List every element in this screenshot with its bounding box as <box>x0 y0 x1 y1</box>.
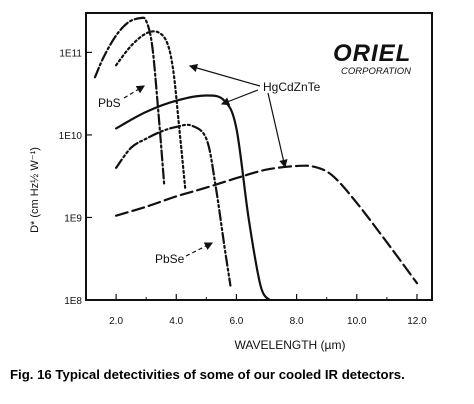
series-line-pbs-dashdot <box>93 16 166 186</box>
plot-frame <box>85 12 433 301</box>
series-line-hgcdznte-dotted <box>115 30 187 191</box>
hgcdznte-arrow-dotted <box>188 63 261 87</box>
logo-subtitle: CORPORATION <box>341 66 411 77</box>
series-line-pbse-dashdotdot <box>115 123 232 287</box>
annotation-pbs: PbS <box>98 96 121 110</box>
y-axis-label: D* (cm Hz½ W⁻¹) <box>29 147 41 233</box>
plot-area <box>85 12 433 301</box>
logo-wordmark: ORIEL <box>333 40 411 67</box>
y-tick-label: 1E8 <box>64 296 82 307</box>
y-tick-label: 1E9 <box>64 213 82 224</box>
x-tick-label: 10.0 <box>347 316 367 327</box>
annotation-layer: PbS PbSe HgCdZnTe <box>98 63 321 266</box>
figure-caption: Fig. 16 Typical detectivities of some of… <box>10 367 405 382</box>
y-tick-label: 1E11 <box>59 48 82 59</box>
pbse-leader-arrow <box>185 242 214 257</box>
hgcdznte-arrow-solid <box>220 89 259 106</box>
x-tick-label: 4.0 <box>169 316 183 327</box>
oriel-logo: ORIEL CORPORATION <box>333 40 411 77</box>
annotation-pbse: PbSe <box>155 252 185 266</box>
ticks-layer: 2.0 4.0 6.0 8.0 10.0 12.0 1E8 1E9 1E10 1E11 <box>59 48 427 327</box>
hgcdznte-arrow-longdash <box>267 92 288 169</box>
x-tick-label: 12.0 <box>407 316 427 327</box>
x-axis-label: WAVELENGTH (µm) <box>235 338 346 352</box>
y-tick-label: 1E10 <box>59 131 83 142</box>
detectivity-chart: 2.0 4.0 6.0 8.0 10.0 12.0 1E8 1E9 1E10 1E11 PbS P… <box>29 12 433 352</box>
x-tick-label: 6.0 <box>229 316 243 327</box>
x-tick-label: 8.0 <box>290 316 304 327</box>
x-tick-label: 2.0 <box>109 316 123 327</box>
pbs-leader-arrow <box>123 85 146 99</box>
annotation-hgcdznte: HgCdZnTe <box>263 80 321 94</box>
